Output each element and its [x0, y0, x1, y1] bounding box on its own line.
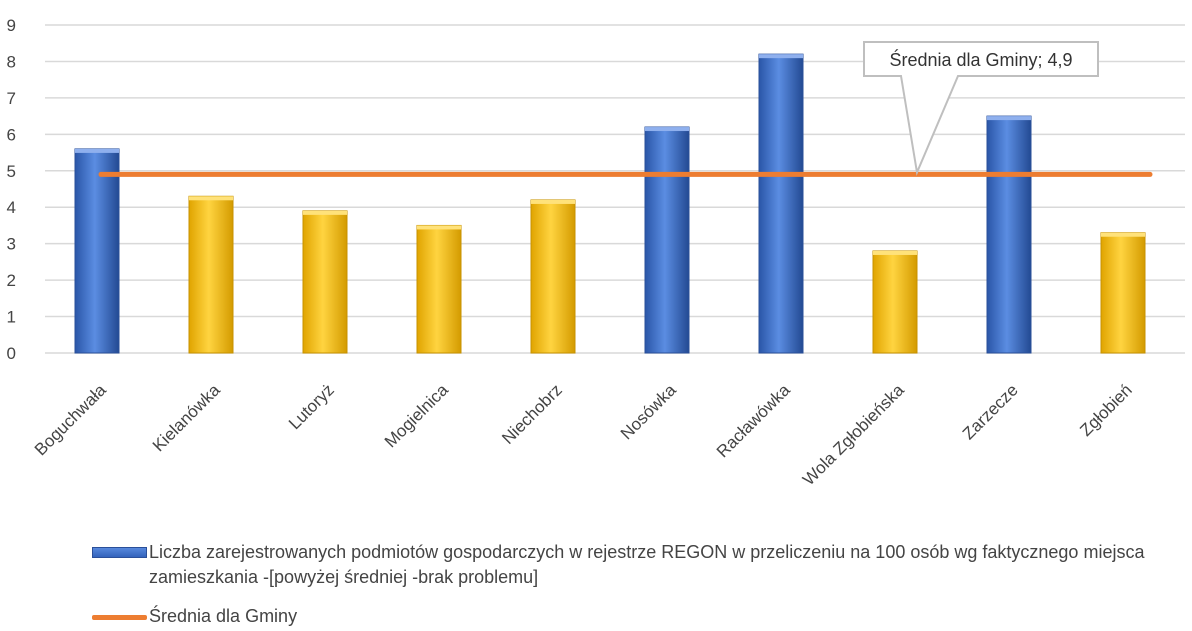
x-tick-label: Nosówka	[617, 380, 680, 443]
bar-boguchwała	[74, 148, 120, 354]
bar-top-highlight	[645, 127, 689, 132]
bar-top-highlight	[75, 148, 119, 153]
callout-label: Średnia dla Gminy; 4,9	[889, 49, 1072, 70]
x-tick-label: Niechobrz	[498, 380, 566, 448]
x-axis: Boguchwała Kielanówka Lutoryż Mogielnica Nie…	[31, 380, 1136, 489]
y-tick-label: 9	[7, 16, 16, 35]
x-tick-label: Wola Zgłobieńska	[799, 380, 908, 489]
x-tick-label: Zarzecze	[959, 380, 1022, 443]
bar-racławówka	[758, 53, 804, 354]
y-tick-label: 6	[7, 125, 16, 144]
bar-lutoryż	[302, 210, 348, 354]
bar-nosówka	[644, 126, 690, 354]
callout-box	[863, 41, 1099, 176]
x-tick-label: Mogielnica	[381, 380, 452, 451]
y-tick-label: 7	[7, 89, 16, 108]
bar-wola-zgłobieńska	[872, 250, 918, 354]
legend-bar-label: Liczba zarejestrowanych podmiotów gospod…	[149, 542, 1145, 587]
bar-mogielnica	[416, 224, 462, 354]
bars	[74, 53, 1146, 354]
bar-niechobrz	[530, 199, 576, 354]
y-tick-label: 4	[7, 198, 16, 217]
x-tick-label: Boguchwała	[31, 380, 110, 459]
bar-zarzecze	[986, 115, 1032, 354]
bar-top-highlight	[759, 54, 803, 59]
x-tick-label: Lutoryż	[285, 380, 338, 433]
bar-top-highlight	[531, 199, 575, 204]
x-tick-label: Zgłobień	[1076, 380, 1136, 440]
bar-top-highlight	[1101, 232, 1145, 237]
x-tick-label: Kielanówka	[149, 380, 224, 455]
bar-top-highlight	[189, 196, 233, 201]
bar-top-highlight	[417, 225, 461, 230]
y-axis: 0 1 2 3 4 5 6 7 8 9	[7, 16, 16, 363]
bar-chart: 0 1 2 3 4 5 6 7 8 9 Boguchwała Kielanówka Lutoryż Mo…	[7, 16, 1185, 489]
bar-top-highlight	[987, 116, 1031, 121]
bar-kielanówka	[188, 195, 234, 354]
y-tick-label: 0	[7, 344, 16, 363]
legend-line-swatch	[92, 615, 147, 620]
bar-top-highlight	[873, 250, 917, 255]
legend-line-label: Średnia dla Gminy	[149, 606, 298, 626]
x-tick-label: Racławówka	[713, 380, 794, 461]
y-tick-label: 5	[7, 162, 16, 181]
gridlines	[45, 24, 1185, 354]
bar-zgłobień	[1100, 232, 1146, 354]
legend-item-bars: Liczba zarejestrowanych podmiotów gospod…	[92, 540, 1172, 590]
y-tick-label: 8	[7, 52, 16, 71]
bar-top-highlight	[303, 210, 347, 215]
legend-item-average: Średnia dla Gminy	[92, 604, 297, 629]
y-tick-label: 3	[7, 235, 16, 254]
y-tick-label: 1	[7, 308, 16, 327]
average-callout: Średnia dla Gminy; 4,9	[863, 41, 1099, 176]
legend-bar-swatch	[92, 547, 147, 558]
y-tick-label: 2	[7, 271, 16, 290]
